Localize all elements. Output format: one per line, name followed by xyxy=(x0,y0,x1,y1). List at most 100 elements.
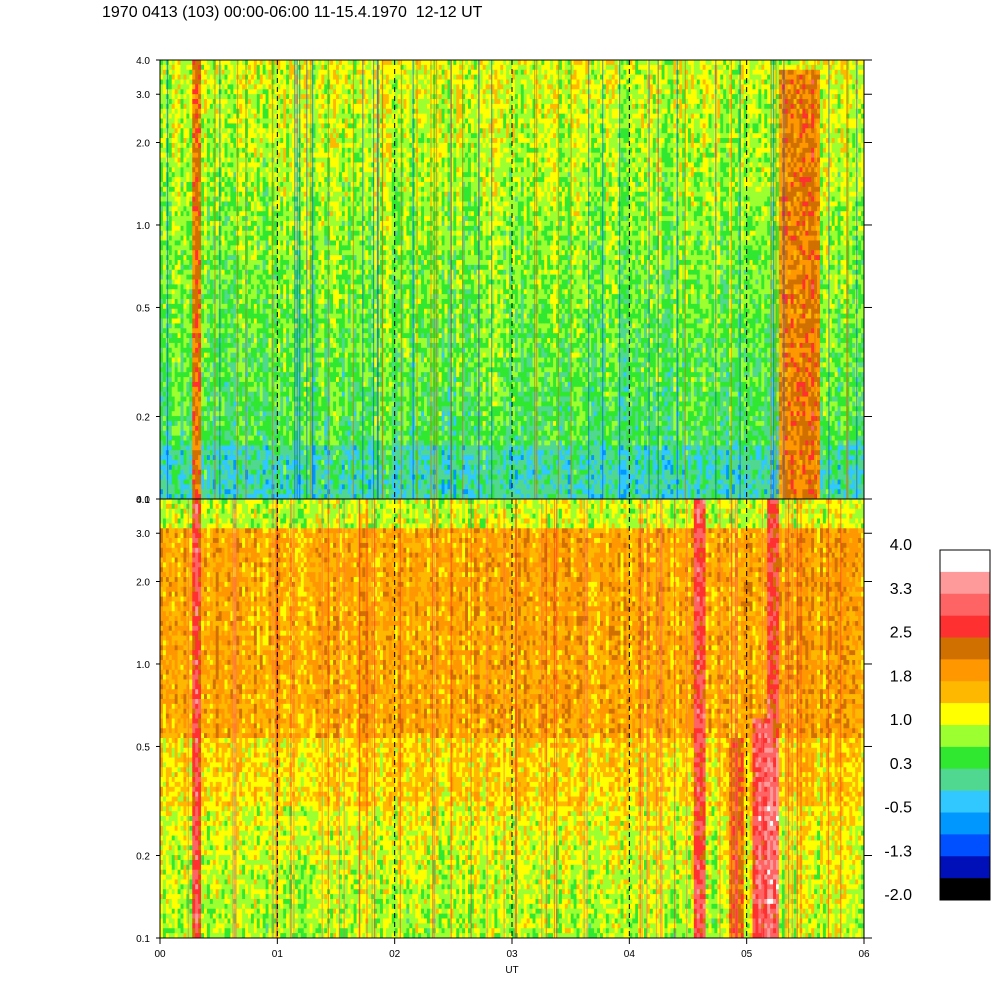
heatmap-cell xyxy=(318,440,321,445)
heatmap-cell xyxy=(175,348,178,353)
heatmap-cell xyxy=(230,284,233,289)
heatmap-cell xyxy=(263,475,266,480)
heatmap-cell xyxy=(195,89,198,94)
heatmap-cell xyxy=(233,436,236,441)
heatmap-cell xyxy=(280,123,283,128)
heatmap-cell xyxy=(251,265,254,270)
heatmap-cell xyxy=(210,270,213,275)
heatmap-cell xyxy=(222,479,225,484)
heatmap-cell xyxy=(204,240,207,245)
heatmap-cell xyxy=(181,392,184,397)
heatmap-cell xyxy=(248,187,251,192)
heatmap-cell xyxy=(257,387,260,392)
heatmap-cell xyxy=(263,343,266,348)
heatmap-cell xyxy=(239,348,242,353)
heatmap-cell xyxy=(230,397,233,402)
heatmap-cell xyxy=(225,338,228,343)
heatmap-cell xyxy=(186,226,189,231)
heatmap-cell xyxy=(230,138,233,143)
heatmap-cell xyxy=(172,372,175,377)
heatmap-cell xyxy=(192,338,195,343)
heatmap-cell xyxy=(230,343,233,348)
heatmap-cell xyxy=(248,211,251,216)
heatmap-cell xyxy=(254,128,257,133)
heatmap-cell xyxy=(266,250,269,255)
heatmap-cell xyxy=(239,94,242,99)
heatmap-cell xyxy=(289,260,292,265)
heatmap-cell xyxy=(280,197,283,202)
heatmap-cell xyxy=(225,387,228,392)
heatmap-cell xyxy=(163,201,166,206)
heatmap-cell xyxy=(207,84,210,89)
heatmap-cell xyxy=(175,421,178,426)
heatmap-cell xyxy=(263,216,266,221)
heatmap-cell xyxy=(257,275,260,280)
heatmap-cell xyxy=(233,182,236,187)
heatmap-cell xyxy=(260,460,263,465)
heatmap-cell xyxy=(263,431,266,436)
heatmap-cell xyxy=(169,387,172,392)
heatmap-cell xyxy=(242,328,245,333)
heatmap-cell xyxy=(169,260,172,265)
heatmap-cell xyxy=(315,128,318,133)
heatmap-cell xyxy=(257,138,260,143)
heatmap-cell xyxy=(225,455,228,460)
heatmap-cell xyxy=(283,304,286,309)
heatmap-cell xyxy=(189,109,192,114)
heatmap-cell xyxy=(257,284,260,289)
heatmap-cell xyxy=(227,299,230,304)
heatmap-cell xyxy=(318,416,321,421)
heatmap-cell xyxy=(210,80,213,85)
heatmap-cell xyxy=(242,475,245,480)
heatmap-cell xyxy=(315,479,318,484)
heatmap-cell xyxy=(286,367,289,372)
heatmap-cell xyxy=(230,314,233,319)
heatmap-cell xyxy=(289,348,292,353)
heatmap-cell xyxy=(181,421,184,426)
heatmap-cell xyxy=(266,143,269,148)
heatmap-cell xyxy=(266,353,269,358)
heatmap-cell xyxy=(257,153,260,158)
heatmap-cell xyxy=(257,411,260,416)
heatmap-cell xyxy=(207,275,210,280)
heatmap-cell xyxy=(242,489,245,494)
heatmap-cell xyxy=(233,104,236,109)
heatmap-cell xyxy=(263,401,266,406)
heatmap-cell xyxy=(230,158,233,163)
heatmap-cell xyxy=(266,65,269,70)
heatmap-cell xyxy=(186,426,189,431)
heatmap-cell xyxy=(201,240,204,245)
heatmap-cell xyxy=(172,211,175,216)
heatmap-cell xyxy=(248,319,251,324)
heatmap-cell xyxy=(227,167,230,172)
heatmap-cell xyxy=(222,119,225,124)
heatmap-cell xyxy=(210,475,213,480)
heatmap-cell xyxy=(257,421,260,426)
heatmap-cell xyxy=(225,231,228,236)
heatmap-cell xyxy=(195,84,198,89)
heatmap-cell xyxy=(248,382,251,387)
heatmap-cell xyxy=(192,177,195,182)
heatmap-cell xyxy=(207,138,210,143)
heatmap-cell xyxy=(225,80,228,85)
heatmap-cell xyxy=(225,167,228,172)
heatmap-cell xyxy=(257,80,260,85)
heatmap-cell xyxy=(260,80,263,85)
heatmap-cell xyxy=(169,460,172,465)
heatmap-cell xyxy=(239,270,242,275)
heatmap-cell xyxy=(181,197,184,202)
heatmap-cell xyxy=(225,75,228,80)
heatmap-cell xyxy=(254,309,257,314)
heatmap-cell xyxy=(283,201,286,206)
heatmap-cell xyxy=(216,236,219,241)
heatmap-cell xyxy=(210,450,213,455)
heatmap-cell xyxy=(254,348,257,353)
heatmap-cell xyxy=(198,89,201,94)
heatmap-cell xyxy=(242,280,245,285)
heatmap-cell xyxy=(315,89,318,94)
heatmap-cell xyxy=(280,270,283,275)
heatmap-cell xyxy=(269,255,272,260)
heatmap-cell xyxy=(286,123,289,128)
heatmap-cell xyxy=(318,284,321,289)
heatmap-cell xyxy=(254,314,257,319)
